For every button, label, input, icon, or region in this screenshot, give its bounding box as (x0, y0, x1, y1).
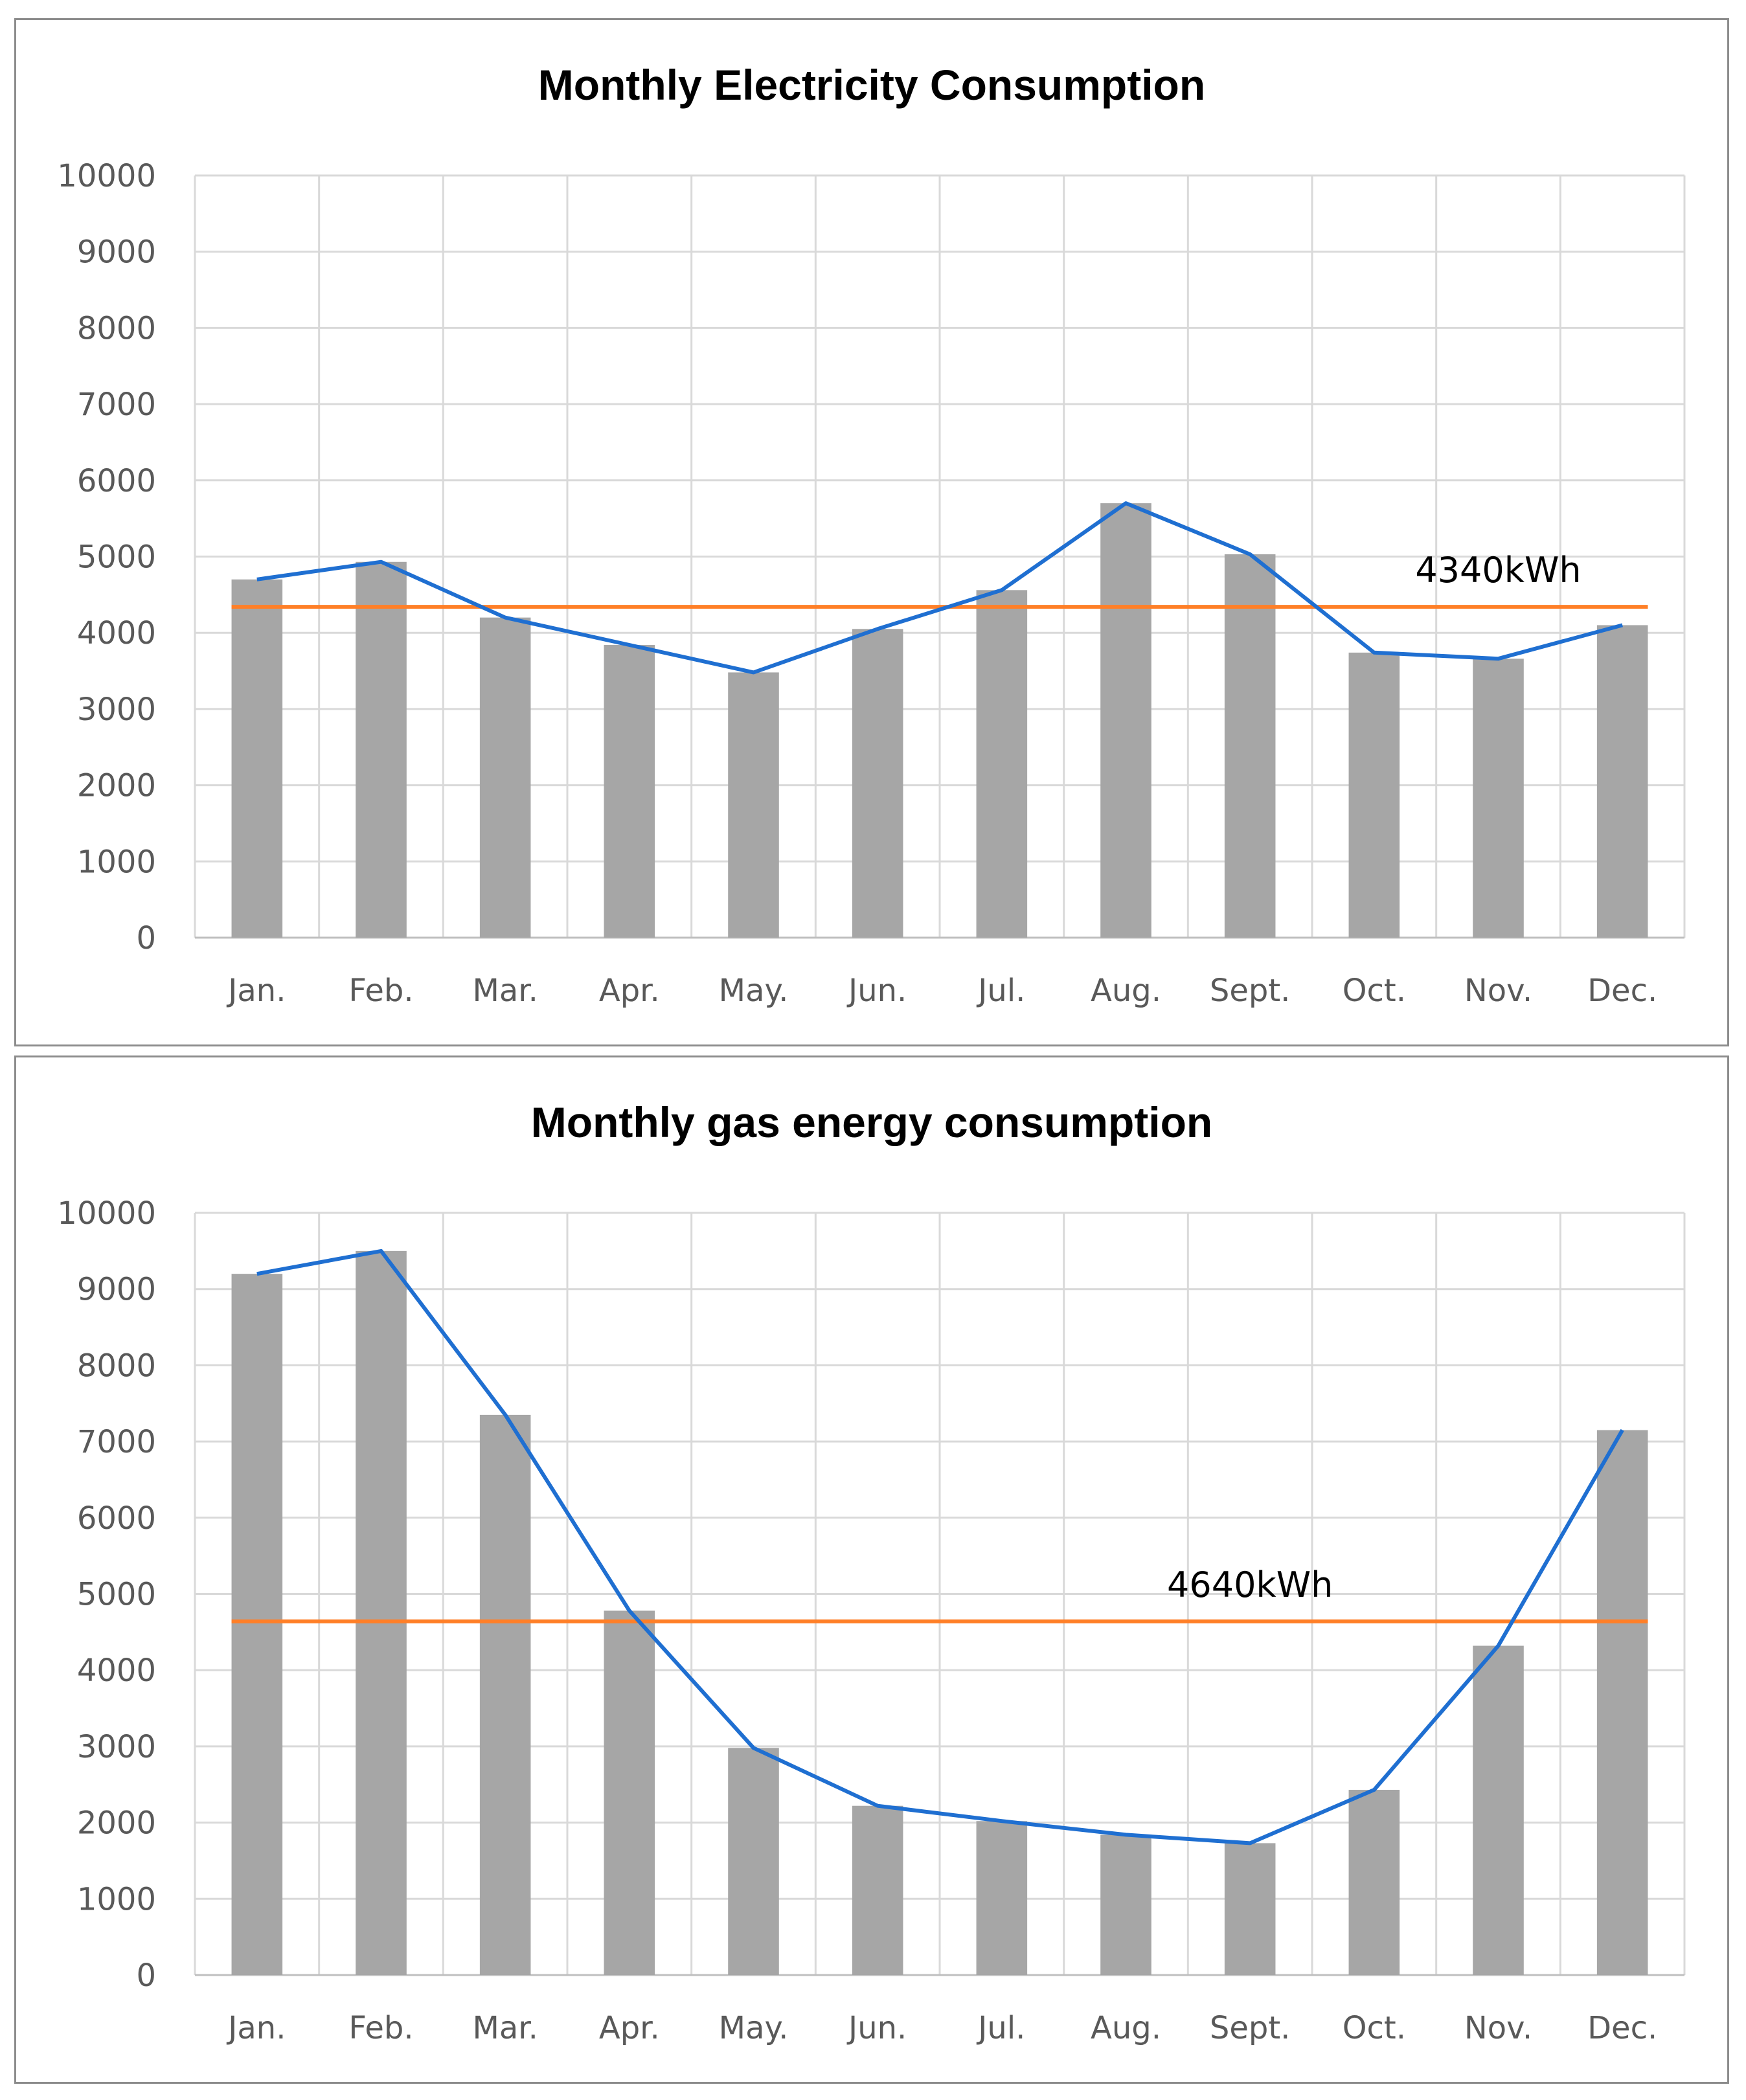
x-tick-label: Aug. (1091, 973, 1161, 1009)
y-tick-label: 4000 (77, 1653, 156, 1689)
bar (976, 590, 1028, 938)
x-tick-label: Aug. (1091, 2010, 1161, 2046)
gas-chart-panel: Monthly gas energy consumption 0 1000 2000… (14, 1056, 1729, 2084)
x-tick-label: Apr. (599, 2010, 660, 2046)
x-tick-label: Jun. (846, 973, 907, 1009)
y-tick-label: 3000 (77, 1729, 156, 1765)
y-tick-label: 4000 (77, 615, 156, 651)
y-tick-label: 9000 (77, 1272, 156, 1308)
electricity-chart-plot: 0 1000 2000 3000 4000 5000 6000 7000 8000 9000 100… (57, 158, 1686, 1009)
bar (231, 1274, 283, 1975)
chart-title: Monthly gas energy consumption (530, 1098, 1213, 1146)
y-tick-label: 7000 (77, 1424, 156, 1460)
y-tick-label: 1000 (77, 1881, 156, 1917)
x-tick-label: May. (719, 2010, 789, 2046)
bar (728, 672, 779, 938)
bar (604, 1610, 655, 1975)
bar (728, 1748, 779, 1975)
bar (1473, 1645, 1524, 1975)
gas-chart-plot: 0 1000 2000 3000 4000 5000 6000 7000 8000 9000 100… (57, 1195, 1686, 2046)
y-tick-label: 6000 (77, 463, 156, 499)
x-tick-label: Mar. (472, 973, 538, 1009)
y-tick-label: 7000 (77, 387, 156, 423)
y-tick-label: 2000 (77, 768, 156, 804)
x-tick-label: Jan. (226, 973, 286, 1009)
bar (231, 579, 283, 938)
bar (604, 645, 655, 938)
y-tick-label: 0 (136, 1958, 156, 1994)
x-tick-label: Jun. (846, 2010, 907, 2046)
x-tick-label: Sept. (1210, 973, 1291, 1009)
average-label: 4340kWh (1415, 550, 1581, 591)
bar (356, 561, 407, 938)
bar (1224, 554, 1276, 938)
y-tick-label: 1000 (77, 844, 156, 880)
x-tick-label: Feb. (348, 973, 413, 1009)
x-tick-label: Nov. (1464, 2010, 1532, 2046)
x-tick-label: Sept. (1210, 2010, 1291, 2046)
bar (852, 629, 903, 938)
bar (1473, 659, 1524, 938)
bar (1100, 503, 1151, 938)
trend-line (256, 501, 1623, 675)
y-tick-label: 2000 (77, 1805, 156, 1842)
x-tick-label: Oct. (1343, 2010, 1406, 2046)
x-tick-label: Feb. (348, 2010, 413, 2046)
y-tick-label: 6000 (77, 1500, 156, 1537)
y-tick-label: 0 (136, 920, 156, 956)
x-tick-label: May. (719, 973, 789, 1009)
x-tick-label: Oct. (1343, 973, 1406, 1009)
y-tick-label: 5000 (77, 1577, 156, 1613)
y-tick-label: 10000 (57, 1195, 156, 1232)
y-tick-label: 10000 (57, 158, 156, 194)
y-tick-label: 3000 (77, 692, 156, 728)
y-tick-label: 8000 (77, 1348, 156, 1384)
bar (1348, 1789, 1400, 1975)
x-tick-label: Jan. (226, 2010, 286, 2046)
x-tick-label: Dec. (1587, 973, 1657, 1009)
bar (852, 1805, 903, 1975)
bar (479, 617, 531, 938)
y-tick-label: 9000 (77, 234, 156, 271)
bar (1596, 1430, 1648, 1975)
x-tick-label: Nov. (1464, 973, 1532, 1009)
bar (479, 1414, 531, 1975)
x-tick-label: Jul. (976, 2010, 1025, 2046)
bar (1596, 625, 1648, 938)
bar (356, 1250, 407, 1975)
bar (976, 1821, 1028, 1975)
x-tick-label: Dec. (1587, 2010, 1657, 2046)
x-tick-label: Mar. (472, 2010, 538, 2046)
y-tick-label: 5000 (77, 539, 156, 576)
bar (1348, 652, 1400, 938)
average-label: 4640kWh (1167, 1564, 1333, 1605)
electricity-chart-panel: Monthly Electricity Consumption 0 1000 200… (14, 18, 1729, 1046)
x-tick-label: Apr. (599, 973, 660, 1009)
y-tick-label: 8000 (77, 310, 156, 346)
bar (1100, 1835, 1151, 1975)
bar (1224, 1843, 1276, 1975)
x-tick-label: Jul. (976, 973, 1025, 1009)
trend-line (256, 1248, 1624, 1846)
chart-title: Monthly Electricity Consumption (538, 61, 1206, 109)
